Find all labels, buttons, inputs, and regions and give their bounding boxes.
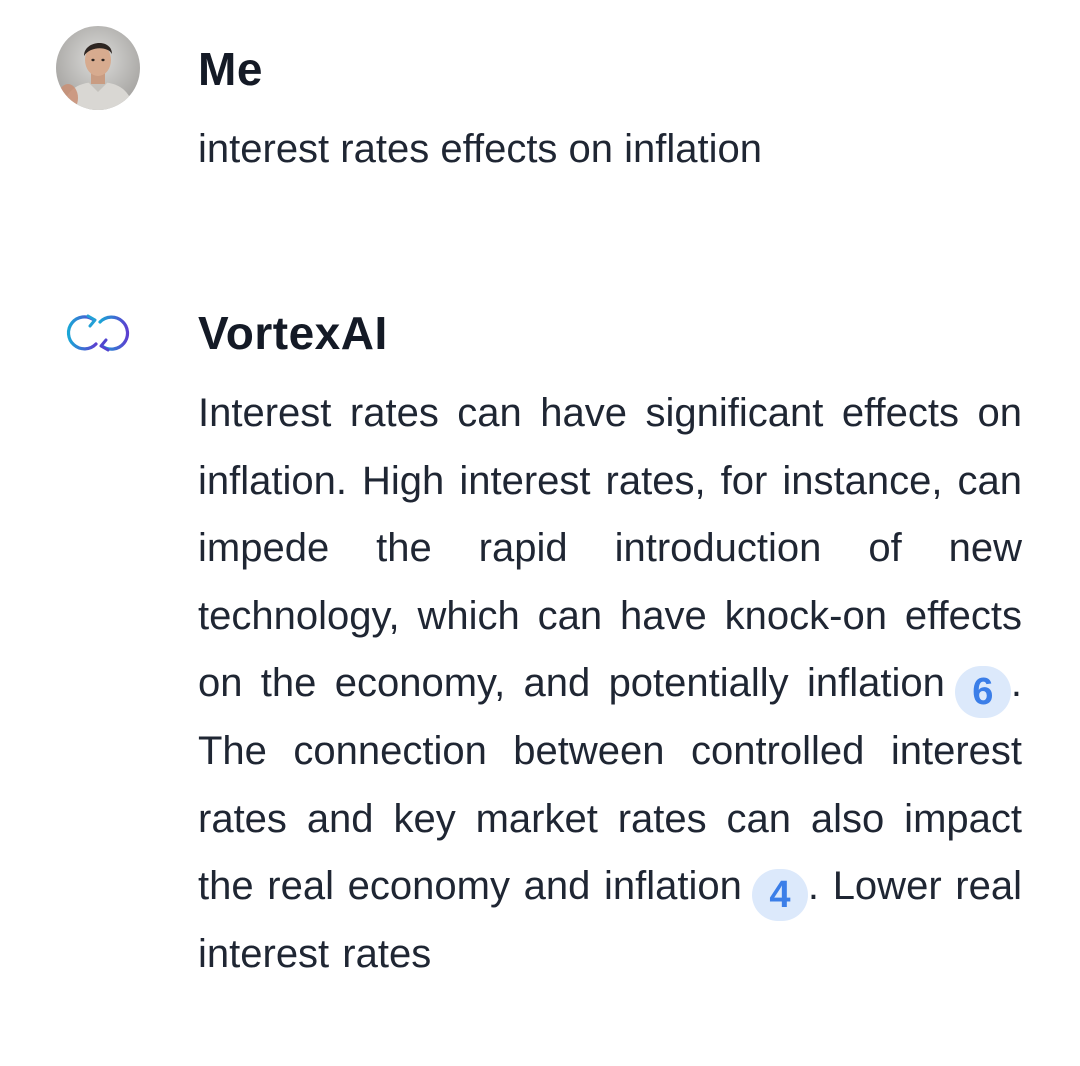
- avatar-photo-icon: [56, 26, 140, 110]
- user-name: Me: [198, 43, 263, 95]
- answer-segment: . Lower real interest rates: [198, 864, 1023, 976]
- answer-segment: Interest rates can have significant effe…: [198, 391, 1022, 705]
- assistant-answer-text: Interest rates can have significant effe…: [198, 380, 1022, 989]
- citation-badge[interactable]: 4: [751, 869, 808, 921]
- user-avatar[interactable]: [56, 26, 140, 110]
- vortexai-logo-icon: [66, 314, 130, 352]
- assistant-name: VortexAI: [198, 307, 388, 359]
- user-message-text: interest rates effects on inflation: [198, 127, 763, 171]
- citation-badge[interactable]: 6: [954, 666, 1011, 718]
- answer-segment: . The connection between controlled inte…: [198, 661, 1022, 908]
